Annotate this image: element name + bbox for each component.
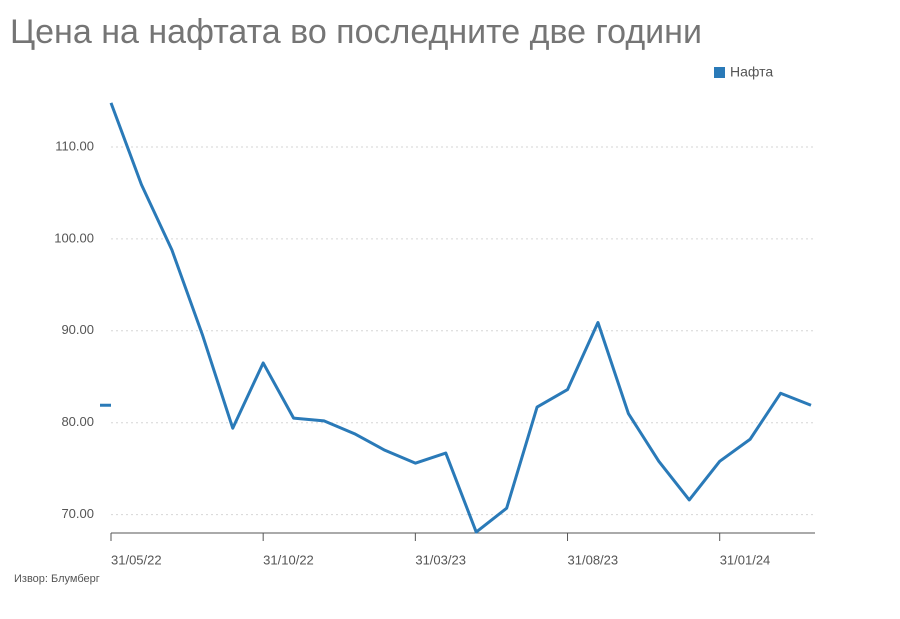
line-series bbox=[109, 102, 812, 534]
y-tick-label: 70.00 bbox=[61, 506, 94, 521]
y-tick-label: 90.00 bbox=[61, 322, 94, 337]
y-tick-label: 100.00 bbox=[54, 230, 94, 245]
y-tick-label: 80.00 bbox=[61, 414, 94, 429]
legend-label: Нафта bbox=[730, 64, 773, 80]
x-tick-label: 31/08/23 bbox=[568, 552, 619, 567]
y-tick-label: 110.00 bbox=[55, 138, 94, 153]
chart-title: Цена на нафтата во последните две години bbox=[10, 13, 702, 51]
x-tick-label: 31/10/22 bbox=[263, 552, 314, 567]
source: Извор: Блумберг bbox=[14, 573, 100, 585]
x-tick-label: 31/03/23 bbox=[415, 552, 466, 567]
x-tick-label: 31/05/22 bbox=[111, 552, 162, 567]
legend-swatch bbox=[714, 67, 725, 78]
x-tick-label: 31/01/24 bbox=[720, 552, 771, 567]
